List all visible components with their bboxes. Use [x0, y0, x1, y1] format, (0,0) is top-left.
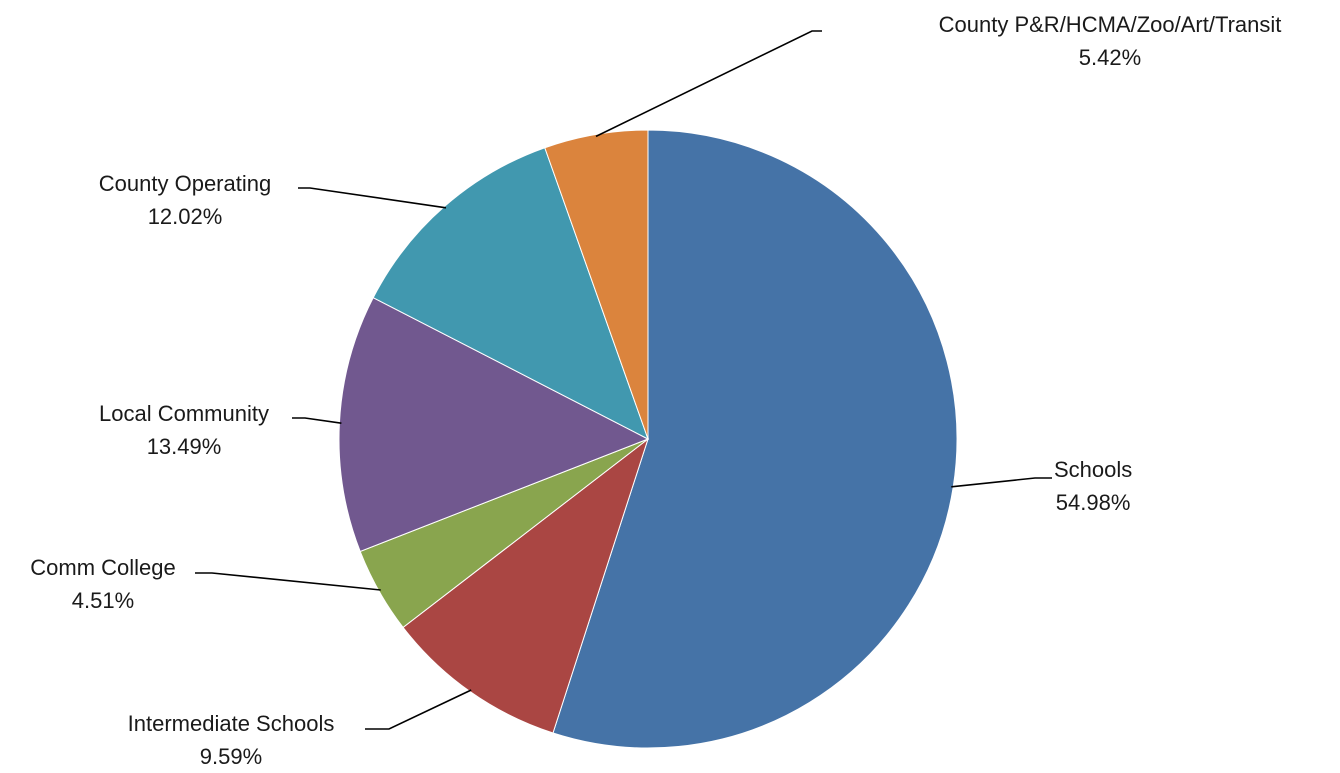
leader-line	[951, 477, 1052, 488]
pie-slice	[402, 437, 649, 734]
slice-category-label: County Operating	[99, 171, 271, 196]
slice-category-label: Local Community	[99, 401, 269, 426]
pie-slice	[544, 129, 649, 440]
slice-value-label: 9.59%	[200, 744, 262, 769]
leader-line	[195, 572, 381, 591]
slice-value-label: 54.98%	[1056, 490, 1131, 515]
leader-line	[365, 689, 472, 730]
slice-category-label: County P&R/HCMA/Zoo/Art/Transit	[939, 12, 1282, 37]
slice-category-label: Comm College	[30, 555, 176, 580]
leader-line	[595, 30, 822, 138]
leader-line	[292, 417, 342, 424]
slice-value-label: 13.49%	[147, 434, 222, 459]
pie-slice	[372, 147, 649, 441]
slice-value-label: 5.42%	[1079, 45, 1141, 70]
slice-value-label: 4.51%	[72, 588, 134, 613]
slice-category-label: Intermediate Schools	[128, 711, 335, 736]
leader-line	[298, 187, 447, 209]
slice-value-label: 12.02%	[148, 204, 223, 229]
slice-category-label: Schools	[1054, 457, 1132, 482]
